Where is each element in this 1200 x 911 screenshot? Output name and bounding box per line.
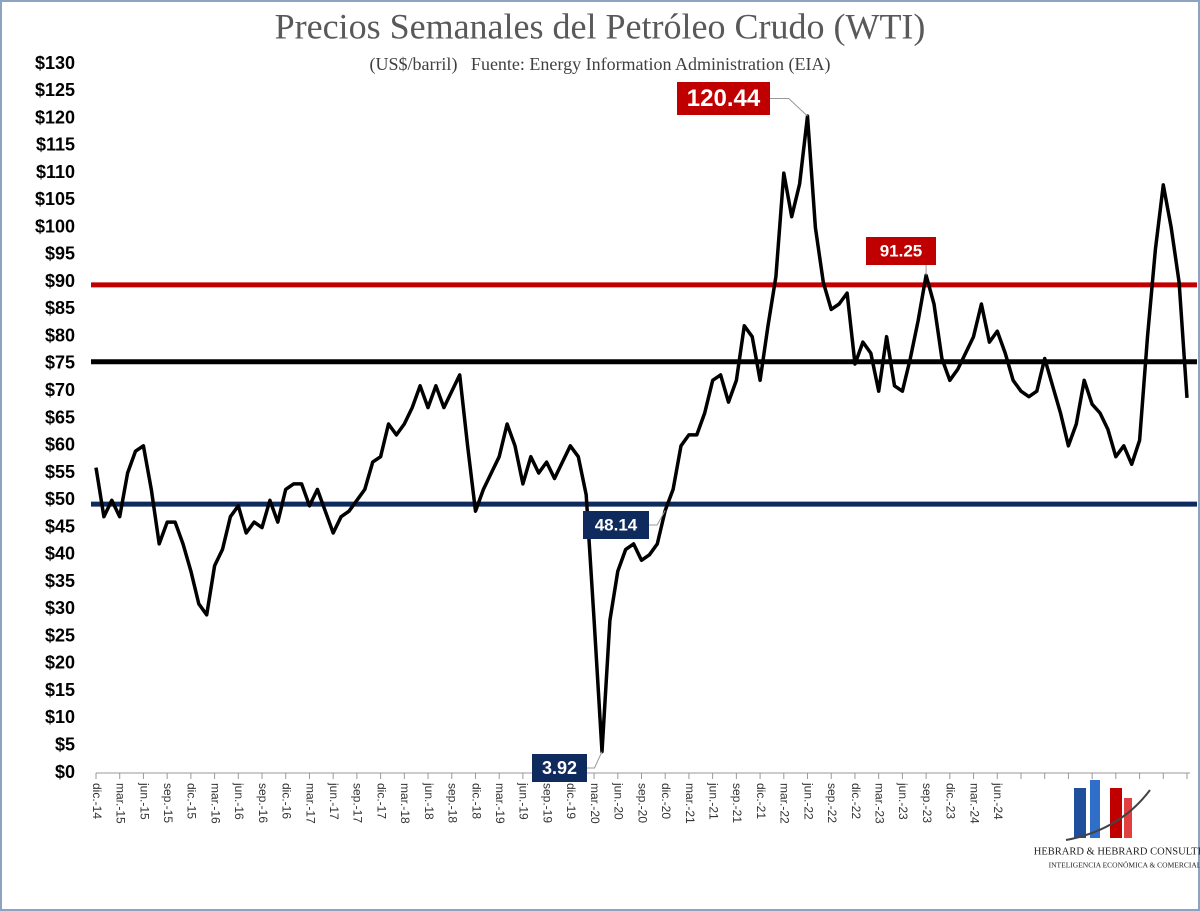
value-label: 120.44 bbox=[687, 85, 761, 112]
label-box bbox=[583, 511, 649, 539]
y-tick-label: $120 bbox=[35, 107, 75, 127]
y-tick-label: $115 bbox=[36, 135, 75, 155]
y-tick-label: $95 bbox=[45, 244, 75, 264]
x-tick-label: sep.-15 bbox=[161, 783, 175, 823]
y-tick-label: $65 bbox=[45, 407, 75, 427]
y-tick-label: $80 bbox=[45, 325, 75, 345]
x-tick-label: sep.-16 bbox=[256, 783, 270, 823]
y-tick-label: $45 bbox=[45, 516, 75, 536]
label-box bbox=[677, 82, 770, 115]
logo-swoosh bbox=[1065, 789, 1151, 841]
y-tick-label: $100 bbox=[35, 216, 75, 236]
x-tick-label: dic.-15 bbox=[185, 783, 199, 819]
x-tick-label: mar.-20 bbox=[588, 783, 602, 824]
y-tick-label: $25 bbox=[45, 625, 75, 645]
x-tick-label: sep.-18 bbox=[446, 783, 460, 823]
x-tick-label: jun.-16 bbox=[232, 782, 246, 820]
logo-bar bbox=[1074, 788, 1086, 838]
y-tick-label: $10 bbox=[45, 707, 75, 727]
x-tick-label: mar.-22 bbox=[778, 783, 792, 824]
price-line bbox=[94, 114, 1189, 754]
y-tick-label: $35 bbox=[45, 571, 75, 591]
x-tick-label: mar.-21 bbox=[683, 783, 697, 824]
y-tick-label: $30 bbox=[45, 598, 75, 618]
x-tick-label: sep.-23 bbox=[920, 783, 934, 823]
y-tick-label: $85 bbox=[45, 298, 75, 318]
leader-line bbox=[770, 98, 808, 117]
x-tick-label: dic.-20 bbox=[659, 783, 673, 819]
y-tick-label: $5 bbox=[55, 734, 75, 754]
x-tick-label: jun.-21 bbox=[706, 782, 720, 820]
x-tick-label: sep.-19 bbox=[540, 783, 554, 823]
y-tick-label: $40 bbox=[45, 544, 75, 564]
x-tick-label: mar.-23 bbox=[873, 783, 887, 824]
y-tick-label: $15 bbox=[45, 680, 75, 700]
x-tick-label: jun.-22 bbox=[801, 782, 815, 820]
y-tick-label: $0 bbox=[55, 762, 75, 782]
x-tick-label: jun.-18 bbox=[422, 782, 436, 820]
leader-line bbox=[587, 751, 603, 769]
logo-bar bbox=[1124, 798, 1132, 838]
x-tick-label: mar.-18 bbox=[398, 783, 412, 824]
y-tick-label: $50 bbox=[45, 489, 75, 509]
y-tick-label: $55 bbox=[45, 462, 75, 482]
x-tick-label: dic.-16 bbox=[280, 783, 294, 819]
x-tick-label: sep.-22 bbox=[825, 783, 839, 823]
logo-tagline: Inteligencia Económica & Comercial bbox=[1049, 860, 1200, 870]
x-tick-label: jun.-15 bbox=[137, 782, 151, 820]
label-box bbox=[532, 754, 587, 782]
x-tick-label: mar.-16 bbox=[208, 783, 222, 824]
x-tick-label: dic.-19 bbox=[564, 783, 578, 819]
x-tick-label: dic.-14 bbox=[90, 783, 104, 819]
y-tick-label: $130 bbox=[35, 53, 75, 73]
x-tick-label: jun.-19 bbox=[517, 782, 531, 820]
x-tick-label: dic.-22 bbox=[849, 783, 863, 819]
value-label: 48.14 bbox=[595, 515, 638, 534]
x-tick-label: sep.-21 bbox=[730, 783, 744, 823]
x-tick-label: dic.-18 bbox=[469, 783, 483, 819]
x-tick-label: dic.-23 bbox=[944, 783, 958, 819]
y-tick-label: $105 bbox=[35, 189, 75, 209]
value-label: 3.92 bbox=[542, 758, 577, 778]
chart-title: Precios Semanales del Petróleo Crudo (WT… bbox=[275, 6, 926, 46]
y-tick-label: $90 bbox=[45, 271, 75, 291]
x-tick-label: mar.-19 bbox=[493, 783, 507, 824]
value-label: 91.25 bbox=[880, 241, 923, 260]
y-tick-label: $70 bbox=[45, 380, 75, 400]
x-tick-label: dic.-17 bbox=[374, 783, 388, 819]
label-box bbox=[866, 237, 936, 265]
x-tick-label: dic.-21 bbox=[754, 783, 768, 819]
y-tick-label: $125 bbox=[35, 80, 75, 100]
logo-bar bbox=[1110, 788, 1122, 838]
x-tick-label: mar.-15 bbox=[114, 783, 128, 824]
logo-bar bbox=[1090, 780, 1100, 838]
x-tick-label: mar.-17 bbox=[303, 783, 317, 824]
y-tick-label: $110 bbox=[36, 162, 75, 182]
y-tick-label: $75 bbox=[45, 353, 75, 373]
x-tick-label: jun.-17 bbox=[327, 782, 341, 820]
x-tick-label: mar.-24 bbox=[967, 783, 981, 824]
x-tick-label: jun.-24 bbox=[991, 782, 1005, 820]
leader-line bbox=[649, 510, 666, 526]
logo-name: Hebrard & Hebrard Consulting bbox=[1034, 846, 1200, 857]
x-tick-label: sep.-20 bbox=[635, 783, 649, 823]
y-tick-label: $60 bbox=[45, 435, 75, 455]
logo: Hebrard & Hebrard Consulting Inteligenci… bbox=[1034, 780, 1200, 870]
x-tick-label: sep.-17 bbox=[351, 783, 365, 823]
x-tick-label: jun.-23 bbox=[896, 782, 910, 820]
y-tick-label: $20 bbox=[45, 653, 75, 673]
x-tick-label: jun.-20 bbox=[612, 782, 626, 820]
chart-subtitle: (US$/barril) Fuente: Energy Information … bbox=[369, 54, 830, 75]
